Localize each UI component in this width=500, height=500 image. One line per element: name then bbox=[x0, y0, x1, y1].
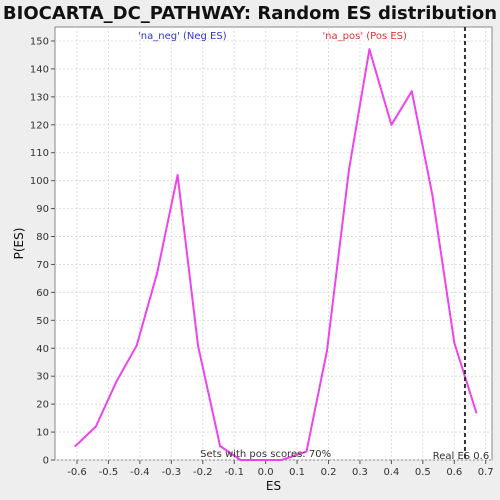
y-tick-label: 110 bbox=[30, 148, 49, 159]
data-point bbox=[325, 350, 328, 353]
x-tick-label: 0.6 bbox=[446, 467, 462, 478]
axes: 0 10 20 30 40 50 60 70 80 90 100 110 120 130 140 150 -0.… bbox=[30, 36, 494, 478]
data-point bbox=[453, 341, 456, 344]
data-point bbox=[305, 450, 308, 453]
data-point bbox=[259, 459, 262, 461]
chart-title: BIOCARTA_DC_PATHWAY: Random ES distribut… bbox=[3, 3, 497, 24]
x-tick-label: 0.0 bbox=[258, 467, 274, 478]
x-tick-label: 0.5 bbox=[415, 467, 431, 478]
y-tick-label: 50 bbox=[36, 316, 49, 327]
x-tick-label: 0.3 bbox=[352, 467, 368, 478]
data-point bbox=[368, 48, 371, 51]
x-tick-label: 0.2 bbox=[321, 467, 337, 478]
data-point bbox=[431, 193, 434, 196]
data-point bbox=[74, 445, 77, 447]
data-point bbox=[219, 445, 222, 447]
y-tick-label: 80 bbox=[36, 232, 49, 243]
series-line bbox=[74, 48, 478, 461]
data-point bbox=[115, 380, 118, 383]
y-tick-label: 10 bbox=[36, 428, 49, 439]
data-point bbox=[475, 411, 478, 414]
y-tick-label: 120 bbox=[30, 120, 49, 131]
y-tick-label: 150 bbox=[30, 36, 49, 47]
data-point bbox=[348, 168, 350, 171]
data-point bbox=[239, 459, 242, 461]
data-point bbox=[135, 344, 138, 347]
data-point bbox=[156, 271, 159, 274]
x-tick-label: 0.1 bbox=[289, 467, 305, 478]
plot-area bbox=[54, 26, 493, 461]
series-layer bbox=[74, 48, 478, 461]
x-tick-label: -0.3 bbox=[162, 467, 182, 478]
annotation-pos-es: 'na_pos' (Pos ES) bbox=[322, 31, 407, 42]
data-point bbox=[94, 425, 97, 428]
annotation-neg-es: 'na_neg' (Neg ES) bbox=[138, 31, 227, 42]
y-tick-label: 20 bbox=[36, 400, 49, 411]
annotation-pos-scores: Sets with pos scores: 70% bbox=[200, 449, 331, 460]
data-point bbox=[280, 459, 283, 461]
y-tick-label: 60 bbox=[36, 288, 49, 299]
y-tick-label: 130 bbox=[30, 92, 49, 103]
y-tick-label: 100 bbox=[30, 176, 49, 187]
x-tick-label: -0.5 bbox=[99, 467, 119, 478]
x-tick-label: -0.1 bbox=[224, 467, 244, 478]
x-tick-label: 0.4 bbox=[383, 467, 399, 478]
data-point bbox=[176, 174, 179, 177]
grid-lines bbox=[55, 27, 492, 461]
y-axis-label: P(ES) bbox=[12, 228, 26, 260]
y-tick-label: 140 bbox=[30, 64, 49, 75]
y-tick-label: 70 bbox=[36, 260, 49, 271]
x-tick-label: -0.6 bbox=[67, 467, 87, 478]
y-tick-label: 0 bbox=[43, 456, 49, 467]
y-tick-label: 90 bbox=[36, 204, 49, 215]
x-axis-label: ES bbox=[266, 479, 281, 493]
y-tick-label: 40 bbox=[36, 344, 49, 355]
y-tick-label: 30 bbox=[36, 372, 49, 383]
x-tick-label: -0.4 bbox=[130, 467, 150, 478]
data-point bbox=[390, 123, 393, 126]
annotation-real-es: Real ES 0.6 bbox=[433, 451, 489, 462]
x-tick-label: -0.2 bbox=[193, 467, 213, 478]
x-tick-label: 0.7 bbox=[478, 467, 494, 478]
data-point bbox=[410, 90, 413, 93]
data-point bbox=[197, 344, 199, 347]
